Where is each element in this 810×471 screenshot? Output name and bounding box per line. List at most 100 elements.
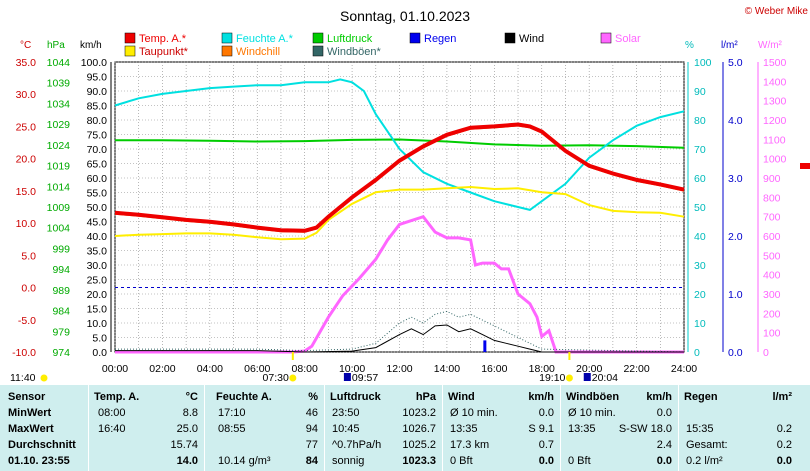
celsius-tick-label: 30.0	[16, 89, 37, 101]
humidity-header: Feuchte A.	[216, 391, 272, 403]
gusts-max-value: S-SW 18.0	[618, 423, 672, 435]
pressure-unit: hPa	[415, 391, 436, 403]
rain-max-value: 0.2	[776, 423, 792, 435]
celsius-tick-label: 25.0	[16, 121, 37, 133]
temp-header: Temp. A.	[94, 391, 140, 403]
kmh-tick-label: 95.0	[87, 72, 108, 84]
humidity-min-value: 46	[305, 407, 318, 419]
solar-tick-label: 1200	[763, 115, 787, 127]
time-tick-label: 04:00	[197, 363, 223, 375]
wind-run: 17.3 km	[450, 439, 490, 451]
legend-item: Windchill	[221, 45, 280, 58]
hpa-tick-label: 1019	[47, 161, 71, 173]
hpa-tick-label: 1029	[47, 119, 71, 131]
kmh-tick-label: 90.0	[87, 86, 108, 98]
statistics-table: Sensor MinWert MaxWert Durchschnitt 01.1…	[0, 385, 810, 471]
dewpoint-line	[114, 185, 685, 241]
solar-tick-label: 900	[763, 173, 781, 185]
humidity-min-time: 17:10	[218, 407, 246, 419]
temperature-line	[114, 122, 685, 233]
row-label-current: 01.10. 23:55	[8, 455, 70, 467]
gusts-header: Windböen	[566, 391, 620, 403]
hpa-tick-label: 1014	[47, 181, 71, 193]
rain-header: Regen	[684, 391, 718, 403]
legend-swatch	[124, 45, 136, 57]
wind-current-value: 0.0	[538, 455, 554, 467]
percent-tick-label: 10	[694, 318, 706, 330]
celsius-tick-label: -5.0	[18, 315, 36, 327]
solar-tick-label: 1000	[763, 154, 787, 166]
legend-item: Regen	[409, 32, 456, 45]
kmh-tick-label: 0.0	[92, 347, 107, 359]
hpa-tick-label: 1044	[47, 57, 71, 69]
hpa-unit-label: hPa	[47, 40, 65, 51]
hpa-tick-label: 989	[52, 285, 70, 297]
pressure-max-value: 1026.7	[402, 423, 436, 435]
celsius-tick-label: 5.0	[21, 250, 36, 262]
kmh-tick-label: 20.0	[87, 289, 108, 301]
legend-item: Feuchte A.*	[221, 32, 294, 45]
solar-tick-label: 1100	[763, 134, 786, 146]
solar-tick-label: 800	[763, 192, 781, 204]
wind-header: Wind	[448, 391, 475, 403]
chart-grid	[114, 61, 685, 353]
copyright-label: © Weber Mike	[745, 6, 809, 17]
gusts-current-value: 0.0	[656, 455, 672, 467]
kmh-tick-label: 40.0	[87, 231, 108, 243]
time-tick-label: 00:00	[102, 363, 128, 375]
gusts-line	[115, 310, 685, 353]
chart-series	[114, 78, 810, 354]
solar-tick-label: 400	[763, 270, 781, 282]
daystart-label: 09:57	[352, 372, 378, 384]
legend-item: Solar	[600, 32, 641, 45]
moonrise-label: 11:40	[10, 372, 36, 384]
temp-edge-mark	[800, 163, 810, 169]
temp-current-value: 14.0	[176, 455, 198, 467]
row-label-avg: Durchschnitt	[8, 439, 76, 451]
rain-tick-label: 5.0	[728, 57, 743, 69]
hpa-tick-label: 1039	[47, 78, 71, 90]
time-tick-label: 12:00	[386, 363, 412, 375]
kmh-tick-label: 100.0	[81, 57, 107, 69]
stats-wind-column: Wind km/h Ø 10 min. 0.0 13:35 S 9.1 17.3 k…	[442, 385, 561, 471]
stats-sensor-column: Sensor MinWert MaxWert Durchschnitt 01.1…	[0, 385, 89, 471]
wind-max-time: 13:35	[450, 423, 478, 435]
hpa-tick-label: 1034	[47, 98, 71, 110]
percent-tick-label: 70	[694, 144, 706, 156]
pressure-min-time: 23:50	[332, 407, 360, 419]
time-tick-label: 20:00	[576, 363, 602, 375]
chart-title: Sonntag, 01.10.2023	[340, 8, 470, 24]
humidity-line	[114, 78, 685, 211]
legend-item: Windböen*	[312, 45, 382, 58]
gusts-unit: km/h	[646, 391, 672, 403]
wind-min-value: 0.0	[538, 407, 554, 419]
humidity-unit: %	[308, 391, 318, 403]
legend-label: Feuchte A.*	[236, 33, 294, 45]
percent-unit-label: %	[685, 40, 694, 51]
kmh-tick-label: 75.0	[87, 130, 108, 142]
solar-tick-label: 300	[763, 289, 781, 301]
rain-current-value: 0.0	[776, 455, 792, 467]
weather-chart: Sonntag, 01.10.2023 © Weber Mike Temp. A…	[10, 6, 810, 384]
legend-swatch	[221, 45, 233, 57]
pressure-header: Luftdruck	[330, 391, 381, 403]
celsius-unit-label: °C	[20, 40, 31, 51]
stats-humidity-column: Feuchte A. % 17:10 46 08:55 94 77 10.14 g/…	[204, 385, 325, 471]
pressure-min-value: 1023.2	[402, 407, 436, 419]
sensor-header: Sensor	[8, 391, 46, 403]
time-tick-label: 16:00	[481, 363, 507, 375]
legend-label: Wind	[519, 33, 544, 45]
kmh-tick-label: 25.0	[87, 275, 108, 287]
legend-swatch	[312, 32, 324, 44]
solar-tick-label: 500	[763, 250, 781, 262]
humidity-abs: 10.14 g/m³	[218, 455, 271, 467]
solar-unit-label: W/m²	[758, 40, 783, 51]
solar-tick-label: 700	[763, 212, 781, 224]
hpa-tick-label: 1004	[47, 223, 71, 235]
percent-tick-label: 50	[694, 202, 706, 214]
dayend-icon	[583, 373, 591, 381]
time-tick-label: 18:00	[529, 363, 555, 375]
solar-tick-label: 200	[763, 308, 781, 320]
celsius-tick-label: -10.0	[12, 347, 36, 359]
solar-tick-label: 0	[763, 347, 769, 359]
